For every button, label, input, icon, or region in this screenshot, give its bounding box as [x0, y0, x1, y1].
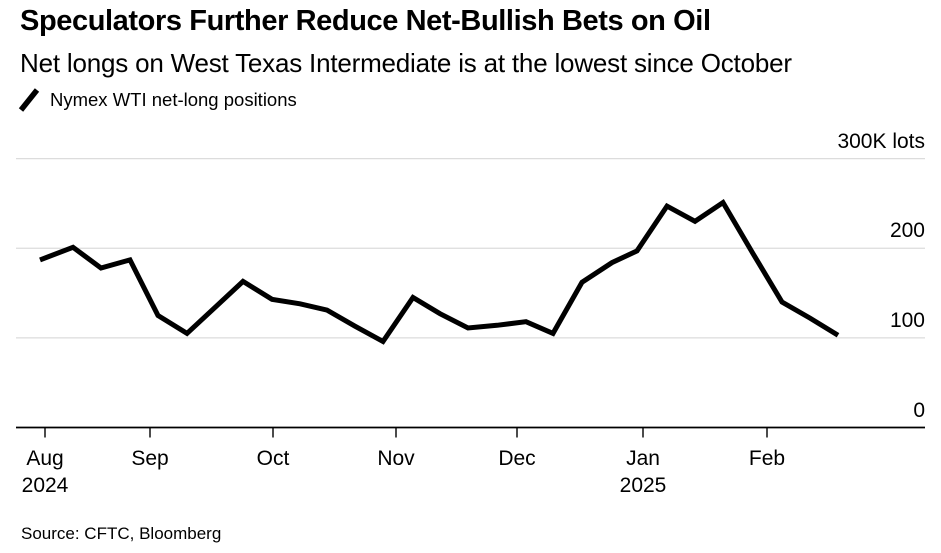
y-axis-label: 300K lots [837, 129, 925, 153]
series-line [39, 198, 840, 345]
x-axis-month-label: Feb [748, 447, 786, 470]
x-axis-month-label: Jan [626, 447, 660, 470]
chart-subtitle: Net longs on West Texas Intermediate is … [20, 48, 792, 78]
diagonal-line-icon [18, 88, 40, 112]
source-note: Source: CFTC, Bloomberg [21, 524, 222, 543]
x-axis-month-label: Aug [26, 447, 64, 470]
chart-title: Speculators Further Reduce Net-Bullish B… [20, 5, 711, 37]
y-axis-label: 100 [889, 308, 925, 332]
y-axis-label: 0 [913, 398, 925, 422]
x-axis-month-label: Dec [498, 447, 536, 470]
x-axis-month-label: Nov [377, 447, 415, 470]
legend-label: Nymex WTI net-long positions [50, 89, 297, 110]
legend: Nymex WTI net-long positions [18, 87, 297, 113]
x-axis-year-label: 2024 [21, 474, 69, 497]
x-axis-month-label: Sep [131, 447, 169, 470]
x-axis-year-label: 2025 [619, 474, 667, 497]
x-axis-month-label: Oct [256, 447, 290, 470]
y-axis-label: 200 [889, 219, 925, 243]
